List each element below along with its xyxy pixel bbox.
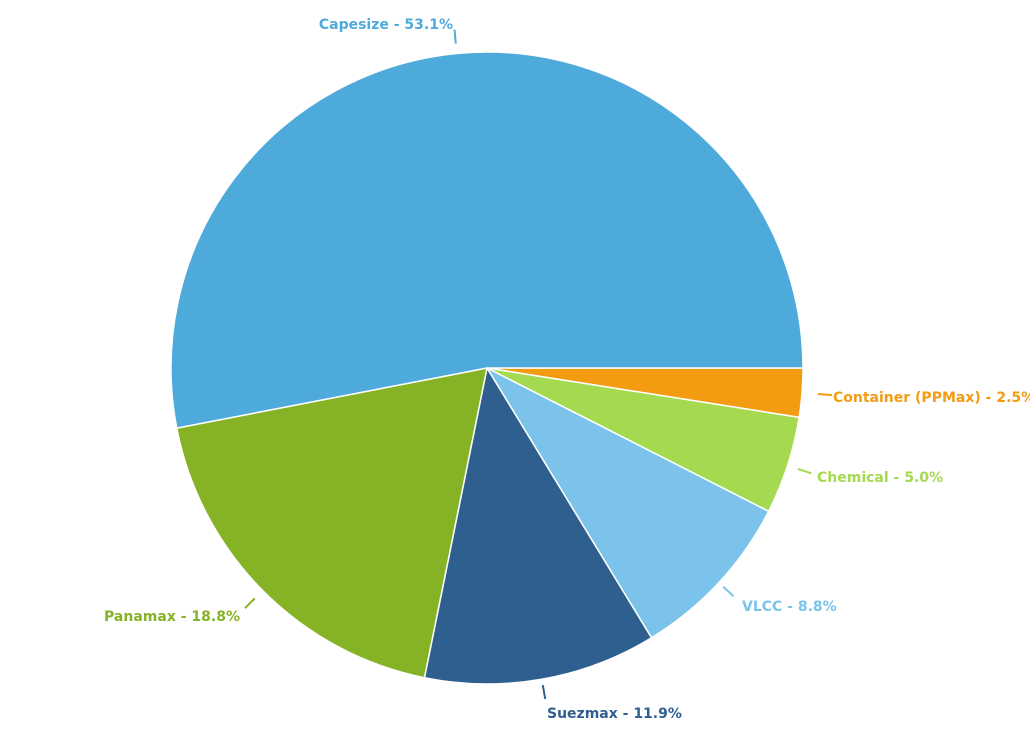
labels-layer: Container (PPMax) - 2.5% Chemical - 5.0% V… (104, 17, 1030, 722)
data-label-panamax: Panamax - 18.8% (104, 609, 240, 625)
pie-slice-capesize[interactable] (170, 51, 804, 429)
leader-line-container-ppmax (817, 393, 833, 397)
data-label-vlcc: VLCC - 8.8% (742, 599, 837, 615)
data-label-container-ppmax: Container (PPMax) - 2.5% (833, 390, 1030, 406)
leader-line-capesize (453, 29, 457, 44)
slices-layer (170, 51, 804, 685)
leader-line-chemical (797, 467, 812, 475)
data-label-chemical: Chemical - 5.0% (817, 470, 943, 486)
data-label-capesize: Capesize - 53.1% (319, 17, 453, 33)
pie-slice-suezmax[interactable] (423, 367, 653, 685)
pie-slice-vlcc[interactable] (486, 367, 770, 639)
data-label-suezmax: Suezmax - 11.9% (547, 706, 682, 722)
pie-slice-panamax[interactable] (176, 367, 488, 679)
leader-line-vlcc (722, 586, 735, 598)
leader-line-panamax (244, 597, 256, 609)
leader-line-suezmax (541, 684, 547, 700)
